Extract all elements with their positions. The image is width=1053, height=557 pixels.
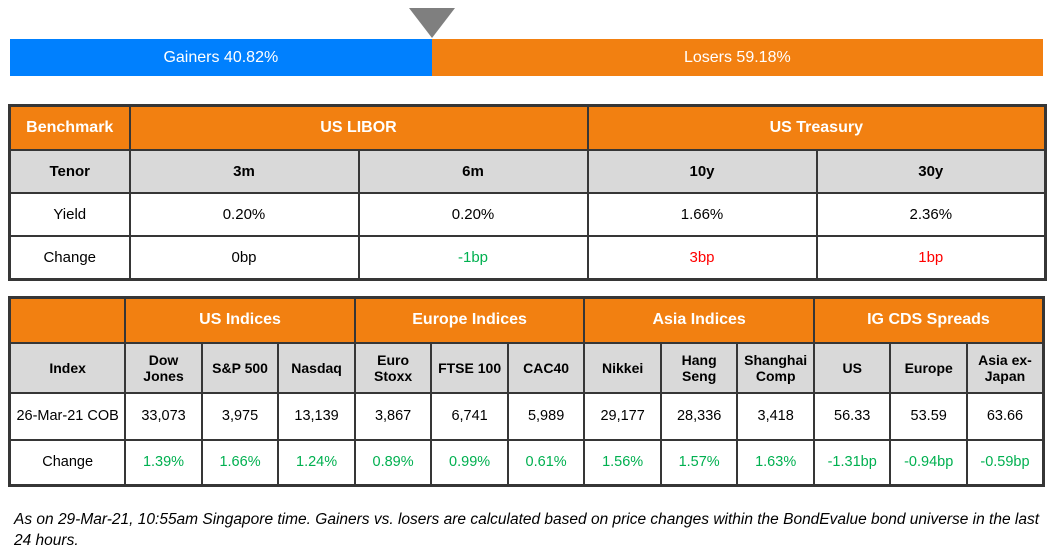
tenor-label: Tenor [8, 149, 131, 194]
change-30y: 1bp [815, 235, 1047, 281]
val-sp500: 3,975 [200, 392, 280, 441]
yield-30y: 2.36% [815, 192, 1047, 237]
losers-label: Losers 59.18% [683, 48, 791, 66]
col-ftse100: FTSE 100 [430, 342, 509, 394]
europe-indices-group-header: Europe Indices [353, 296, 586, 344]
chg-euro-stoxx: 0.89% [353, 439, 433, 487]
col-cac40: CAC40 [506, 342, 586, 394]
tenor-10y: 10y [586, 149, 818, 194]
col-sp500: S&P 500 [200, 342, 280, 394]
val-nasdaq: 13,139 [277, 392, 356, 441]
pointer-triangle-icon [408, 8, 455, 38]
col-cds-asia-ex-japan: Asia ex-Japan [965, 342, 1045, 394]
chg-nasdaq: 1.24% [277, 439, 356, 487]
val-ftse100: 6,741 [430, 392, 509, 441]
val-dow-jones: 33,073 [124, 392, 203, 441]
us-libor-group-header: US LIBOR [128, 104, 589, 151]
val-cds-asia-ex-japan: 63.66 [965, 392, 1045, 441]
indices-change-label: Change [8, 439, 127, 487]
yield-6m: 0.20% [357, 192, 589, 237]
change-10y: 3bp [586, 235, 818, 281]
footnote: As on 29-Mar-21, 10:55am Singapore time.… [14, 511, 1040, 549]
val-hang-seng: 28,336 [659, 392, 739, 441]
val-cds-europe: 53.59 [889, 392, 968, 441]
col-nikkei: Nikkei [583, 342, 662, 394]
val-euro-stoxx: 3,867 [353, 392, 433, 441]
tenor-header-row: Tenor 3m 6m 10y 30y [8, 149, 1047, 194]
us-indices-group-header: US Indices [124, 296, 356, 344]
indices-corner-blank [8, 296, 127, 344]
col-shanghai-comp: Shanghai Comp [736, 342, 815, 394]
gainers-segment: Gainers 40.82% [10, 39, 432, 76]
indices-table: US Indices Europe Indices Asia Indices I… [8, 296, 1045, 487]
yield-row-label: Yield [8, 192, 131, 237]
tenor-3m: 3m [128, 149, 360, 194]
val-cds-us: 56.33 [812, 392, 892, 441]
chg-ftse100: 0.99% [430, 439, 509, 487]
col-nasdaq: Nasdaq [277, 342, 356, 394]
chg-cds-asia-ex-japan: -0.59bp [965, 439, 1045, 487]
benchmark-change-row: Change 0bp -1bp 3bp 1bp [8, 235, 1047, 281]
col-dow-jones: Dow Jones [124, 342, 203, 394]
benchmark-table: Benchmark US LIBOR US Treasury Tenor 3m … [8, 104, 1048, 281]
indices-change-row: Change 1.39% 1.66% 1.24% 0.89% 0.99% 0.6… [8, 439, 1045, 487]
chg-sp500: 1.66% [200, 439, 280, 487]
index-corner-header: Index [8, 342, 127, 394]
col-hang-seng: Hang Seng [659, 342, 739, 394]
chg-shanghai-comp: 1.63% [736, 439, 815, 487]
chg-cac40: 0.61% [506, 439, 586, 487]
chg-nikkei: 1.56% [583, 439, 662, 487]
gainers-label: Gainers 40.82% [163, 48, 279, 66]
change-3m: 0bp [128, 235, 360, 281]
indices-group-header-row: US Indices Europe Indices Asia Indices I… [8, 296, 1045, 344]
yield-3m: 0.20% [128, 192, 360, 237]
val-shanghai-comp: 3,418 [736, 392, 815, 441]
benchmark-corner-header: Benchmark [8, 104, 131, 151]
change-6m: -1bp [357, 235, 589, 281]
asia-indices-group-header: Asia Indices [583, 296, 815, 344]
col-cds-europe: Europe [889, 342, 968, 394]
val-cac40: 5,989 [506, 392, 586, 441]
us-treasury-group-header: US Treasury [586, 104, 1047, 151]
benchmark-header-row: Benchmark US LIBOR US Treasury [8, 104, 1047, 151]
indices-subheader-row: Index Dow Jones S&P 500 Nasdaq Euro Stox… [8, 342, 1045, 394]
values-row-label: 26-Mar-21 COB [8, 392, 127, 441]
chg-cds-europe: -0.94bp [889, 439, 968, 487]
val-nikkei: 29,177 [583, 392, 662, 441]
tenor-30y: 30y [815, 149, 1047, 194]
chg-cds-us: -1.31bp [812, 439, 892, 487]
gainers-losers-bar: Gainers 40.82% Losers 59.18% [10, 39, 1043, 76]
chg-hang-seng: 1.57% [659, 439, 739, 487]
benchmark-change-label: Change [8, 235, 131, 281]
indices-values-row: 26-Mar-21 COB 33,073 3,975 13,139 3,867 … [8, 392, 1045, 441]
yield-10y: 1.66% [586, 192, 818, 237]
col-cds-us: US [812, 342, 892, 394]
losers-segment: Losers 59.18% [431, 39, 1043, 76]
chg-dow-jones: 1.39% [124, 439, 203, 487]
col-euro-stoxx: Euro Stoxx [353, 342, 433, 394]
tenor-6m: 6m [357, 149, 589, 194]
yield-row: Yield 0.20% 0.20% 1.66% 2.36% [8, 192, 1047, 237]
ig-cds-spreads-group-header: IG CDS Spreads [812, 296, 1045, 344]
